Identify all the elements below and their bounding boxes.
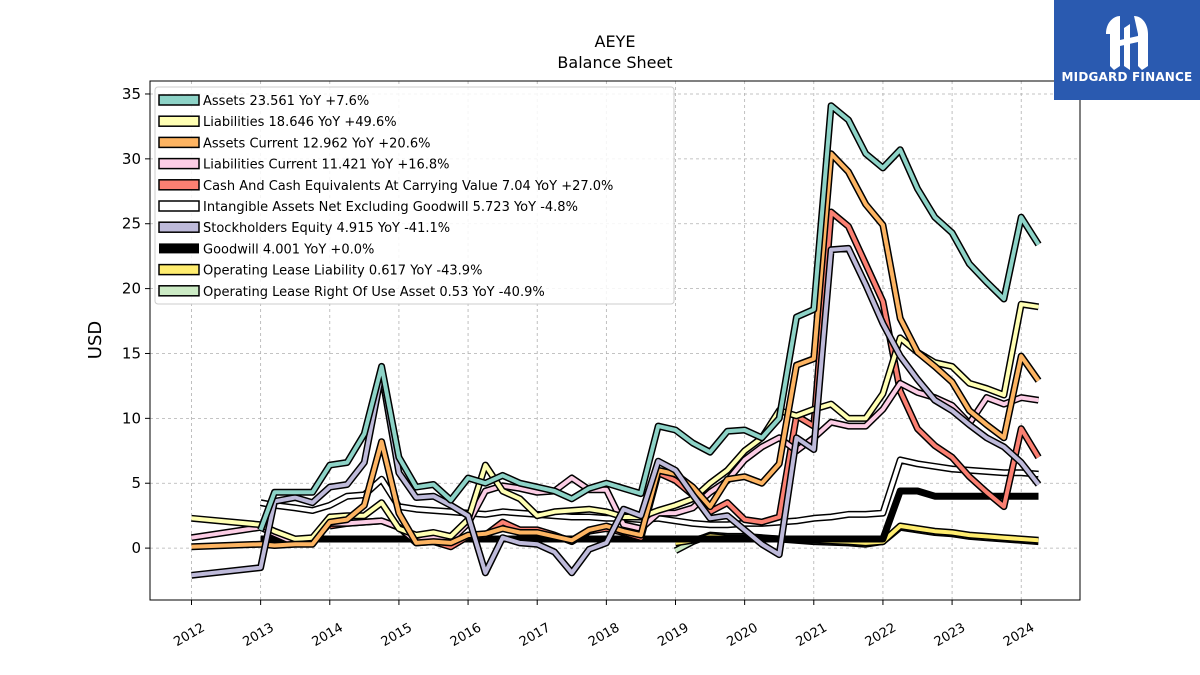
x-tick-label: 2019	[655, 620, 691, 650]
legend-entry: Liabilities Current 11.421 YoY +16.8%	[158, 157, 450, 173]
x-tick-label: 2014	[310, 620, 346, 650]
legend-label: Intangible Assets Net Excluding Goodwill…	[203, 200, 578, 215]
legend-swatch	[158, 179, 200, 191]
legend-swatch	[158, 285, 200, 297]
x-tick-label: 2017	[517, 620, 553, 650]
x-tick-label: 2013	[240, 620, 276, 650]
legend-swatch	[158, 136, 200, 149]
x-tick-label: 2020	[724, 620, 760, 650]
y-tick-label: 0	[131, 539, 141, 557]
y-tick-label: 35	[122, 85, 141, 103]
legend: Assets 23.561 YoY +7.6% Liabilities 18.64…	[154, 86, 675, 305]
x-tick-label: 2024	[1001, 620, 1037, 650]
legend-entry: Cash And Cash Equivalents At Carrying Va…	[158, 179, 613, 194]
x-tick-label: 2023	[932, 620, 968, 650]
plot-frame	[149, 80, 1081, 601]
series-line	[191, 150, 1042, 551]
logo-mark-icon	[1106, 16, 1148, 70]
legend-swatch	[158, 157, 200, 170]
legend-label: Assets 23.561 YoY +7.6%	[203, 94, 369, 109]
legend-entry: Goodwill 4.001 YoY +0.0%	[159, 242, 374, 257]
legend-entry: Assets 23.561 YoY +7.6%	[158, 94, 369, 109]
legend-entry: Intangible Assets Net Excluding Goodwill…	[158, 200, 578, 215]
series-stroke	[258, 103, 1041, 531]
legend-label: Assets Current 12.962 YoY +20.6%	[203, 136, 430, 151]
legend-label: Liabilities Current 11.421 YoY +16.8%	[203, 158, 450, 173]
y-tick-label: 15	[122, 344, 141, 362]
series-stroke	[191, 151, 1041, 549]
legend-entry: Assets Current 12.962 YoY +20.6%	[158, 136, 430, 151]
y-tick-label: 20	[122, 280, 141, 298]
y-tick-label: 25	[122, 215, 141, 233]
legend-swatch	[159, 243, 199, 254]
legend-entry: Operating Lease Right Of Use Asset 0.53 …	[158, 285, 545, 300]
legend-label: Liabilities 18.646 YoY +49.6%	[203, 115, 397, 130]
legend-label: Stockholders Equity 4.915 YoY -41.1%	[203, 221, 450, 236]
legend-label: Cash And Cash Equivalents At Carrying Va…	[203, 179, 613, 194]
x-tick-label: 2012	[171, 620, 207, 650]
chart-title: AEYE	[595, 32, 636, 51]
legend-swatch	[158, 221, 200, 233]
series-lines	[190, 102, 1042, 579]
x-tick-label: 2018	[586, 620, 622, 650]
legend-entry: Operating Lease Liability 0.617 YoY -43.…	[158, 263, 482, 279]
legend-entry: Stockholders Equity 4.915 YoY -41.1%	[158, 221, 450, 236]
midgard-finance-logo: MIDGARD FINANCE	[1054, 0, 1200, 100]
legend-entry: Liabilities 18.646 YoY +49.6%	[158, 115, 397, 130]
chart-subtitle: Balance Sheet	[557, 53, 672, 72]
legend-swatch	[158, 263, 200, 276]
x-tick-label: 2016	[448, 620, 484, 650]
x-tick-label: 2022	[863, 620, 899, 650]
y-axis-label: USD	[85, 321, 106, 359]
legend-swatch	[158, 115, 200, 127]
y-tick-label: 10	[122, 409, 141, 427]
y-tick-label: 30	[122, 150, 141, 168]
x-tick-label: 2015	[379, 620, 415, 650]
series-line	[257, 102, 1042, 532]
legend-swatch	[158, 94, 200, 106]
legend-label: Operating Lease Right Of Use Asset 0.53 …	[203, 285, 545, 300]
legend-label: Goodwill 4.001 YoY +0.0%	[203, 242, 374, 257]
y-tick-label: 5	[131, 474, 141, 492]
x-tick-label: 2021	[794, 620, 830, 650]
logo-brand-text: MIDGARD FINANCE	[1061, 70, 1193, 84]
legend-swatch	[158, 200, 200, 212]
legend-label: Operating Lease Liability 0.617 YoY -43.…	[203, 264, 482, 279]
legend-box	[154, 86, 675, 305]
